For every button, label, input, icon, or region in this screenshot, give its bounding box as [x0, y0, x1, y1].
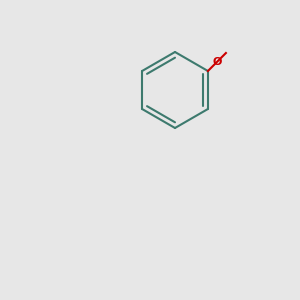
Text: O: O — [212, 57, 222, 67]
